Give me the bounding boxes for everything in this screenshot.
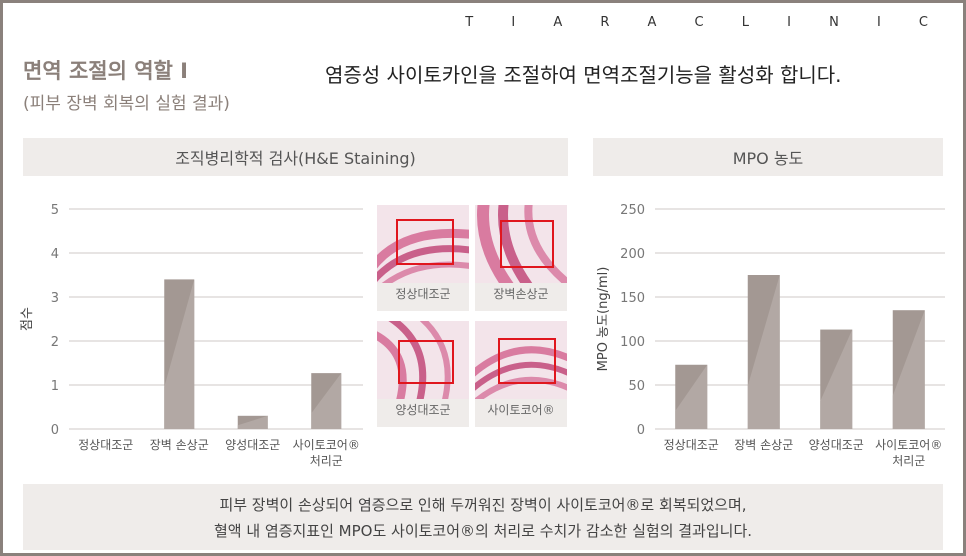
histology-image-normal: 정상대조군 — [377, 205, 469, 311]
histology-image-barrier-damage: 장벽손상군 — [475, 205, 567, 311]
x-tick-label: 정상대조군 — [78, 438, 133, 452]
headline: 염증성 사이토카인을 조절하여 면역조절기능을 활성화 합니다. — [325, 63, 842, 87]
y-tick-label: 100 — [620, 335, 645, 350]
page-subtitle: (피부 장벽 회복의 실험 결과) — [23, 94, 230, 114]
thumb-caption: 정상대조군 — [395, 287, 451, 301]
brand-logo: T I A R A C L I N I C — [465, 15, 945, 30]
histology-normal-icon — [377, 205, 469, 283]
y-tick-label: 5 — [51, 203, 59, 218]
bar-highlight — [237, 415, 268, 429]
y-axis-label: MPO 농도(ng/ml) — [596, 267, 611, 372]
histology-positive-icon — [377, 321, 469, 399]
bar-highlight — [820, 329, 853, 429]
bar-highlight — [164, 279, 195, 429]
y-tick-label: 150 — [620, 291, 645, 306]
y-axis-label: 점수 — [20, 307, 35, 331]
mpo-panel-title: MPO 농도 — [593, 138, 943, 176]
x-tick-label: 사이토코어® — [875, 438, 942, 452]
x-tick-label: 처리군 — [892, 454, 925, 468]
histology-image-cytocore: 사이토코어® — [475, 321, 567, 427]
x-tick-label: 정상대조군 — [664, 438, 719, 452]
histology-image-positive-control: 양성대조군 — [377, 321, 469, 427]
y-tick-label: 0 — [637, 423, 645, 438]
histology-cytocore-icon — [475, 321, 567, 399]
thumb-caption: 사이토코어® — [487, 403, 555, 417]
thumb-caption: 장벽손상군 — [493, 287, 549, 301]
bar-highlight — [675, 364, 708, 429]
histology-panel-title: 조직병리학적 검사(H&E Staining) — [23, 138, 568, 176]
x-tick-label: 처리군 — [310, 454, 343, 468]
y-tick-label: 50 — [628, 379, 645, 394]
x-tick-label: 양성대조군 — [225, 438, 280, 452]
page-title: 면역 조절의 역할 I — [23, 59, 188, 83]
thumb-caption: 양성대조군 — [395, 403, 451, 417]
y-tick-label: 200 — [620, 247, 645, 262]
y-tick-label: 4 — [51, 247, 59, 262]
x-tick-label: 양성대조군 — [809, 438, 864, 452]
bar-highlight — [747, 275, 780, 429]
y-tick-label: 0 — [51, 423, 59, 438]
y-tick-label: 250 — [620, 203, 645, 218]
footer-line-2: 혈액 내 염증지표인 MPO도 사이토코어®의 처리로 수치가 감소한 실험의 … — [213, 522, 753, 540]
footer-note: 피부 장벽이 손상되어 염증으로 인해 두꺼워진 장벽이 사이토코어®로 회복되… — [23, 484, 943, 550]
histology-damage-icon — [475, 205, 567, 283]
x-tick-label: 장벽 손상군 — [734, 438, 793, 452]
x-tick-label: 장벽 손상군 — [150, 438, 209, 452]
bar-highlight — [892, 310, 925, 429]
x-tick-label: 사이토코어® — [293, 438, 360, 452]
mpo-chart: 0 50 100 150 200 250 MPO 농도(ng/ml) 정상대조군 장벽 손상군 양… — [596, 203, 945, 468]
y-tick-label: 3 — [51, 291, 59, 306]
footer-line-1: 피부 장벽이 손상되어 염증으로 인해 두꺼워진 장벽이 사이토코어®로 회복되… — [219, 496, 747, 514]
bar-highlight — [311, 373, 342, 429]
y-tick-label: 1 — [51, 379, 59, 394]
y-tick-label: 2 — [51, 335, 59, 350]
